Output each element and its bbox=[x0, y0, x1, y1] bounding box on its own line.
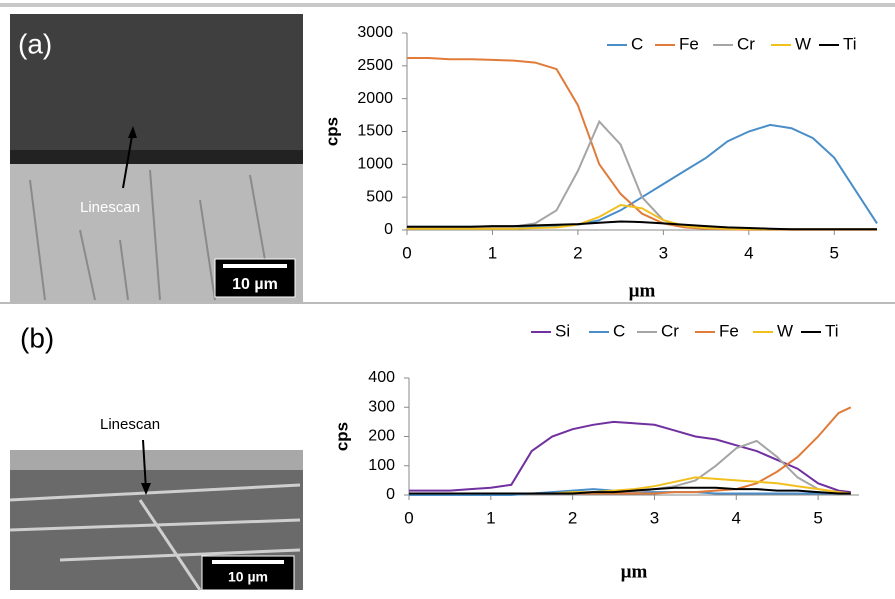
y-tick-label: 1500 bbox=[357, 123, 393, 140]
panel-label: (b) bbox=[20, 322, 54, 353]
y-tick-label: 2000 bbox=[357, 90, 393, 107]
top-border bbox=[0, 3, 895, 7]
legend-label: Ti bbox=[843, 34, 857, 53]
legend-label: Cr bbox=[737, 34, 755, 53]
x-tick-label: 3 bbox=[659, 243, 668, 262]
scale-label: 10 µm bbox=[232, 276, 278, 293]
annotation: Linescan bbox=[100, 416, 160, 433]
x-tick-label: 5 bbox=[813, 508, 822, 527]
legend-label: W bbox=[795, 34, 811, 53]
y-axis-label: cps bbox=[322, 117, 341, 146]
y-tick-label: 1000 bbox=[357, 156, 393, 173]
x-tick-label: 1 bbox=[486, 508, 495, 527]
y-axis-label: cps bbox=[332, 422, 351, 451]
x-tick-label: 3 bbox=[650, 508, 659, 527]
y-tick-label: 300 bbox=[368, 398, 395, 415]
legend-label: W bbox=[777, 321, 793, 340]
legend-label: Fe bbox=[679, 34, 699, 53]
annotation: Linescan bbox=[80, 199, 140, 216]
legend-label: Cr bbox=[661, 321, 679, 340]
x-axis-label: µm bbox=[621, 561, 648, 582]
page: (a) Linescan 10 µm (b) Linescan 10 µm 05… bbox=[0, 0, 895, 599]
y-tick-label: 400 bbox=[368, 369, 395, 386]
coating-layer bbox=[10, 150, 303, 164]
x-tick-label: 4 bbox=[732, 508, 741, 527]
x-tick-label: 4 bbox=[744, 243, 753, 262]
x-tick-label: 2 bbox=[568, 508, 577, 527]
x-tick-label: 0 bbox=[404, 508, 413, 527]
legend-label: C bbox=[631, 34, 643, 53]
x-tick-label: 1 bbox=[488, 243, 497, 262]
legend-label: Ti bbox=[825, 321, 839, 340]
y-tick-label: 200 bbox=[368, 428, 395, 445]
y-tick-label: 100 bbox=[368, 457, 395, 474]
y-tick-label: 3000 bbox=[357, 24, 393, 41]
surface-layer bbox=[10, 450, 303, 470]
x-tick-label: 2 bbox=[573, 243, 582, 262]
y-tick-label: 2500 bbox=[357, 57, 393, 74]
scale-label: 10 µm bbox=[228, 569, 268, 585]
x-axis-label: µm bbox=[629, 280, 656, 301]
figure: (a) Linescan 10 µm (b) Linescan 10 µm 05… bbox=[0, 0, 895, 594]
x-tick-label: 0 bbox=[402, 243, 411, 262]
panel-label: (a) bbox=[18, 28, 52, 59]
legend-label: C bbox=[613, 321, 625, 340]
y-tick-label: 500 bbox=[366, 188, 393, 205]
y-tick-label: 0 bbox=[386, 486, 395, 503]
y-tick-label: 0 bbox=[384, 221, 393, 238]
legend-label: Fe bbox=[719, 321, 739, 340]
x-tick-label: 5 bbox=[830, 243, 839, 262]
legend-label: Si bbox=[555, 321, 570, 340]
